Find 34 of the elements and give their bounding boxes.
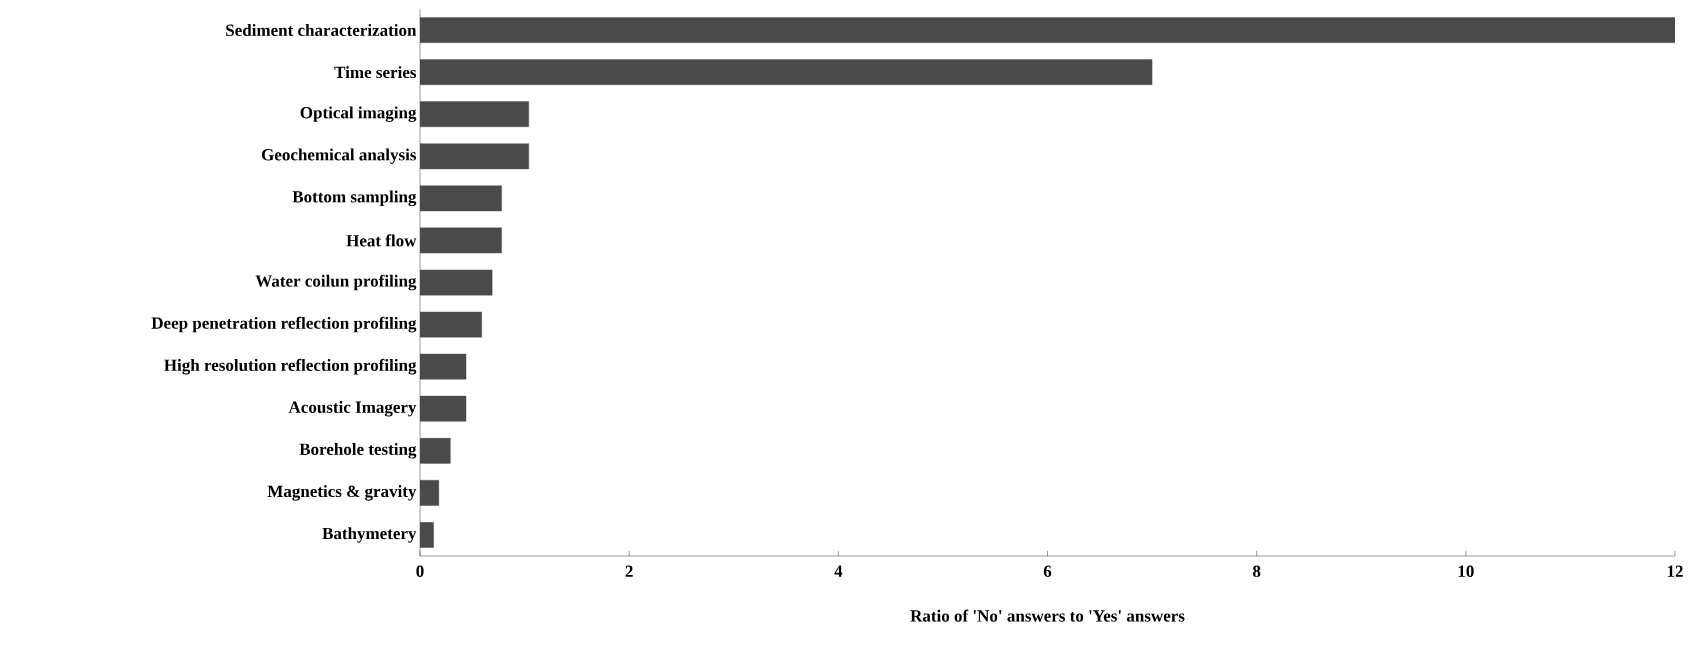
x-tick-label: 12 <box>1667 565 1683 577</box>
y-tick-label: Deep penetration reflection profiling <box>151 316 417 333</box>
x-tick-label: 4 <box>834 565 843 577</box>
bar <box>420 395 467 422</box>
bar <box>420 59 1153 85</box>
x-tick-label: 0 <box>416 565 424 578</box>
bar <box>420 101 529 128</box>
y-tick-label: Bathymetery <box>322 527 417 543</box>
bar <box>420 522 434 548</box>
y-tick-label: Bottom sampling <box>292 190 417 207</box>
y-tick-label: Optical imaging <box>300 106 417 122</box>
y-tick-label: Time series <box>334 66 417 79</box>
bar <box>420 17 1675 43</box>
y-tick-label: Water coilun profiling <box>255 274 417 291</box>
x-axis-title: Ratio of 'No' answers to 'Yes' answers <box>910 609 1185 622</box>
y-tick-label: Borehole testing <box>299 443 417 459</box>
y-tick-label: Magnetics & gravity <box>267 485 417 501</box>
bar <box>420 185 502 212</box>
y-tick-label: Sediment characterization <box>226 24 417 37</box>
bar <box>420 437 451 464</box>
bar <box>420 311 482 338</box>
y-tick-label: Heat flow <box>346 234 417 247</box>
bar <box>420 143 529 170</box>
y-tick-label: Acoustic Imagery <box>288 400 417 417</box>
bar <box>420 269 493 296</box>
x-tick-label: 6 <box>1043 565 1052 577</box>
bar <box>420 480 440 506</box>
bar <box>420 227 502 254</box>
y-tick-label: High resolution reflection profiling <box>164 358 417 375</box>
x-tick-label: 2 <box>625 565 633 577</box>
x-tick-label: 8 <box>1252 565 1261 578</box>
x-tick-label: 10 <box>1458 565 1474 578</box>
y-tick-label: Geochemical analysis <box>261 148 417 165</box>
bar <box>420 353 467 380</box>
